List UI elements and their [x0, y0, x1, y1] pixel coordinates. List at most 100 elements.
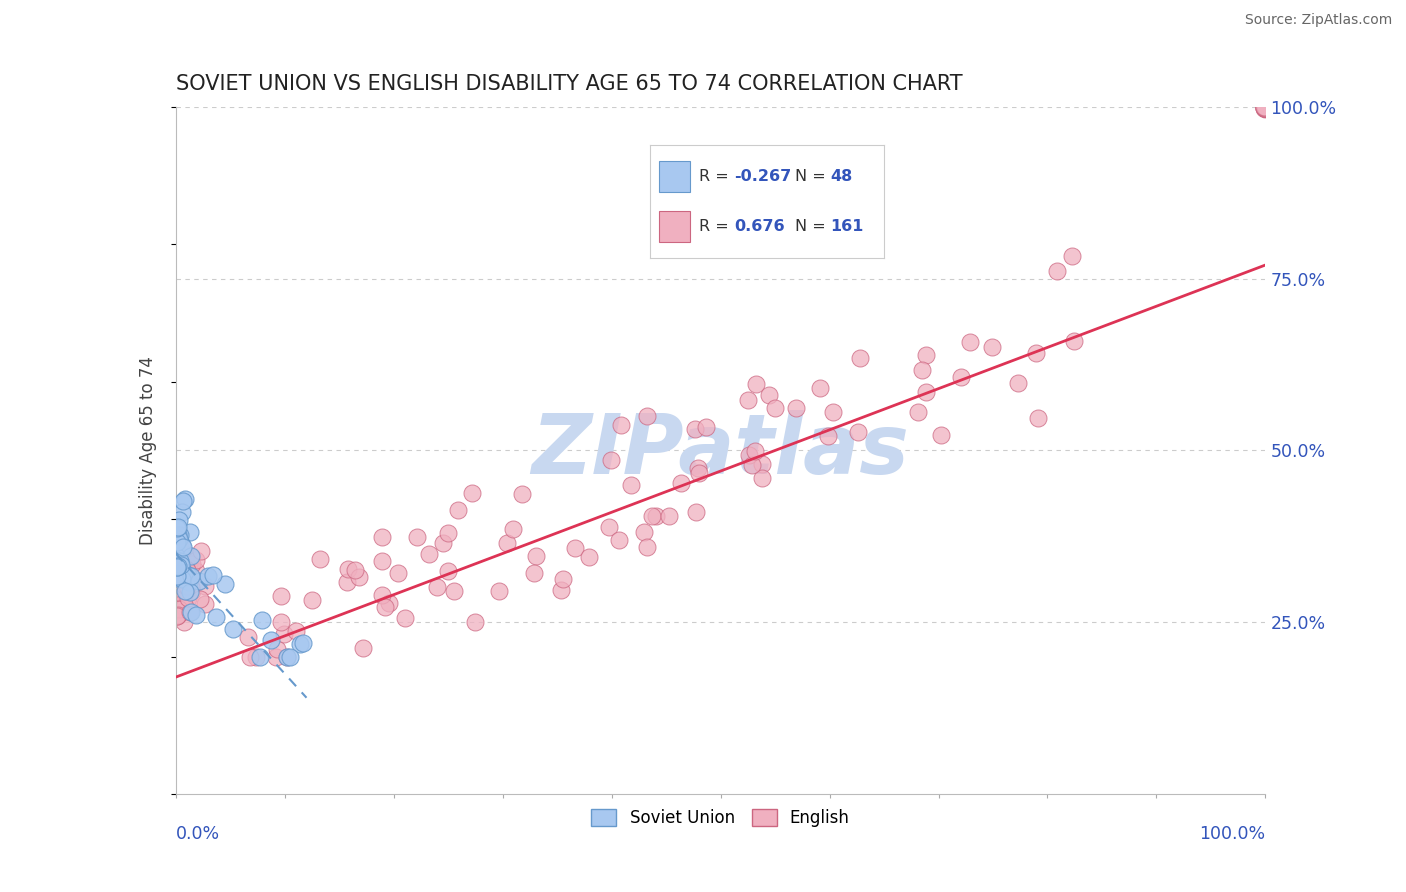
Point [915, 384, 938, 399]
Point [177, 568, 200, 582]
Point [911, 362, 934, 376]
Point [170, 505, 193, 519]
Point [167, 569, 190, 583]
Point [636, 409, 658, 423]
Point [502, 522, 524, 536]
Point [249, 649, 271, 664]
Point [174, 562, 197, 576]
Point [1063, 334, 1085, 348]
Point [823, 405, 845, 419]
Point [173, 615, 195, 630]
Point [205, 609, 228, 624]
Point [169, 528, 191, 542]
Point [180, 582, 202, 596]
Point [176, 563, 198, 577]
Point [1254, 100, 1277, 114]
Point [167, 582, 190, 596]
Point [172, 584, 194, 599]
Point [176, 584, 198, 599]
Text: 161: 161 [830, 219, 863, 234]
Point [270, 589, 292, 603]
Bar [659, 211, 689, 243]
Point [436, 565, 458, 579]
Point [464, 615, 486, 629]
Point [177, 575, 200, 590]
Point [443, 583, 465, 598]
Point [744, 444, 766, 458]
Point [184, 564, 207, 578]
Text: 100.0%: 100.0% [1199, 825, 1265, 843]
Point [610, 417, 633, 432]
Point [201, 567, 224, 582]
Point [598, 519, 620, 533]
Point [620, 478, 643, 492]
Point [374, 600, 396, 615]
Point [166, 546, 188, 560]
Text: ZIPatlas: ZIPatlas [531, 410, 910, 491]
Point [751, 457, 773, 471]
Point [349, 570, 371, 584]
Point [176, 558, 198, 573]
Text: 48: 48 [830, 169, 852, 184]
Point [371, 588, 394, 602]
Point [166, 521, 188, 535]
Point [166, 575, 188, 590]
Point [166, 608, 188, 623]
Point [550, 582, 572, 597]
Point [184, 553, 207, 567]
Point [1253, 101, 1275, 115]
Point [695, 420, 717, 434]
Point [166, 571, 188, 585]
Point [174, 553, 197, 567]
Point [737, 392, 759, 407]
Point [1254, 101, 1277, 115]
Point [222, 622, 245, 636]
Point [1254, 100, 1277, 114]
Point [260, 632, 283, 647]
Text: -0.267: -0.267 [734, 169, 792, 184]
Point [688, 466, 710, 480]
Point [907, 405, 929, 419]
Point [564, 541, 586, 556]
Point [169, 536, 191, 550]
Y-axis label: Disability Age 65 to 74: Disability Age 65 to 74 [139, 356, 157, 545]
Point [179, 605, 201, 619]
Point [167, 576, 190, 591]
Point [278, 649, 301, 664]
Point [245, 649, 267, 664]
Point [636, 540, 658, 554]
Point [1253, 100, 1275, 114]
Point [817, 429, 839, 443]
Point [738, 448, 761, 462]
Point [172, 494, 194, 508]
Point [180, 558, 202, 572]
Point [1253, 100, 1275, 114]
Point [166, 609, 188, 624]
Point [173, 600, 195, 615]
Point [447, 502, 470, 516]
Point [166, 527, 188, 541]
Point [344, 563, 367, 577]
Point [166, 549, 188, 564]
Point [194, 597, 217, 611]
Point [686, 460, 709, 475]
Point [849, 351, 872, 366]
Point [301, 592, 323, 607]
Point [352, 641, 374, 656]
Point [166, 560, 188, 574]
Point [387, 566, 409, 580]
Point [671, 476, 693, 491]
Point [166, 560, 188, 574]
Point [172, 564, 194, 578]
Point [1254, 100, 1277, 114]
Point [633, 524, 655, 539]
Text: N =: N = [794, 169, 825, 184]
Point [173, 583, 195, 598]
Point [273, 627, 295, 641]
Point [174, 491, 197, 506]
Point [167, 554, 190, 568]
Point [193, 578, 215, 592]
Point [645, 509, 668, 524]
Point [166, 581, 188, 595]
Point [741, 458, 763, 473]
